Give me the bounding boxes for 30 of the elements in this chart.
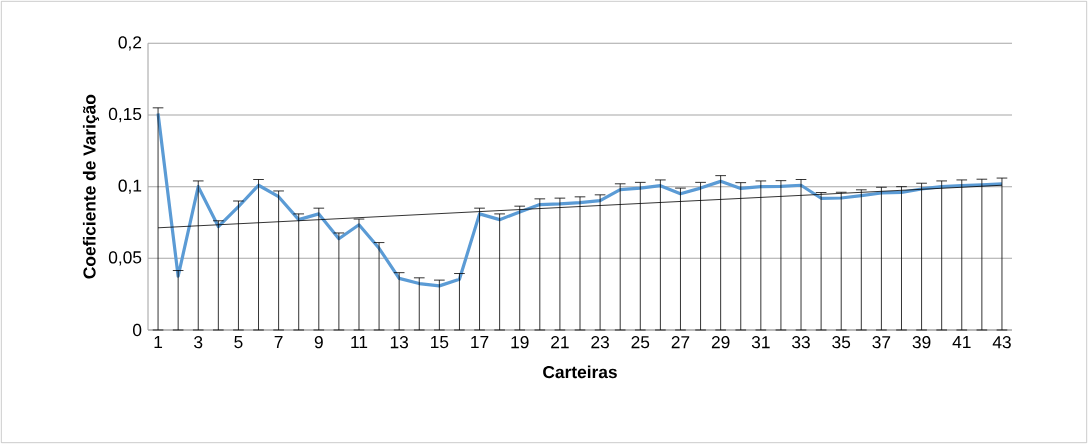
x-tick-label: 13 (390, 336, 409, 349)
x-tick-label: 37 (872, 336, 891, 349)
x-tick-label: 1 (154, 336, 163, 348)
x-tick-label: 3 (194, 336, 203, 349)
y-axis-title: Coeficiente de Varição (82, 94, 100, 279)
x-tick-label: 23 (591, 336, 609, 349)
x-tick-label: 17 (471, 336, 489, 348)
x-tick-label: 19 (511, 336, 529, 349)
x-tick-label: 27 (671, 336, 690, 349)
x-tick-label: 5 (234, 336, 243, 349)
x-tick-label: 15 (431, 336, 449, 349)
x-tick-label: 33 (792, 336, 810, 349)
y-tick-label: 0 (132, 323, 142, 337)
y-tick-label: 0,15 (108, 107, 142, 123)
x-tick-label: 43 (992, 336, 1011, 349)
x-tick-label: 21 (551, 336, 569, 349)
y-tick-label: 0,2 (118, 36, 142, 51)
x-tick-label: 25 (631, 336, 650, 349)
x-tick-label: 35 (832, 336, 851, 349)
x-tick-label: 41 (952, 336, 971, 348)
x-tick-label: 31 (751, 336, 770, 349)
x-tick-label: 7 (274, 336, 283, 348)
x-tick-label: 29 (711, 336, 730, 349)
y-tick-label: 0,05 (108, 251, 142, 266)
x-tick-label: 9 (314, 336, 323, 349)
x-tick-label: 39 (912, 336, 931, 349)
x-tick-label: 11 (351, 336, 368, 348)
line-series (156, 111, 1004, 288)
x-axis-title: Carteiras (543, 365, 617, 379)
y-tick-label: 0,1 (118, 179, 142, 194)
